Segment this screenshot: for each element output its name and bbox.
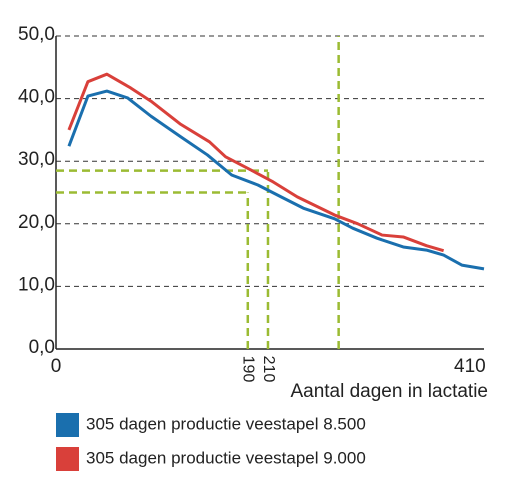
y-tick-label: 0,0 [29, 337, 55, 358]
y-tick-label: 50,0 [18, 24, 55, 45]
y-tick-label: 20,0 [18, 212, 55, 233]
y-tick-label: 40,0 [18, 87, 55, 108]
x-tick-label: 190 [240, 356, 257, 383]
legend-label: 305 dagen productie veestapel 9.000 [86, 448, 366, 467]
legend-label: 305 dagen productie veestapel 8.500 [86, 414, 366, 433]
series-line [67, 89, 485, 271]
y-tick-label: 30,0 [18, 149, 55, 170]
x-tick-label: 0 [51, 356, 62, 377]
series-line [67, 72, 445, 253]
legend-swatch [56, 447, 79, 471]
x-axis-label: Aantal dagen in lactatie [290, 381, 488, 402]
x-tick-label: 210 [260, 356, 277, 383]
x-tick-label: 410 [454, 356, 486, 377]
legend-swatch [56, 413, 79, 437]
y-tick-label: 10,0 [18, 274, 55, 295]
